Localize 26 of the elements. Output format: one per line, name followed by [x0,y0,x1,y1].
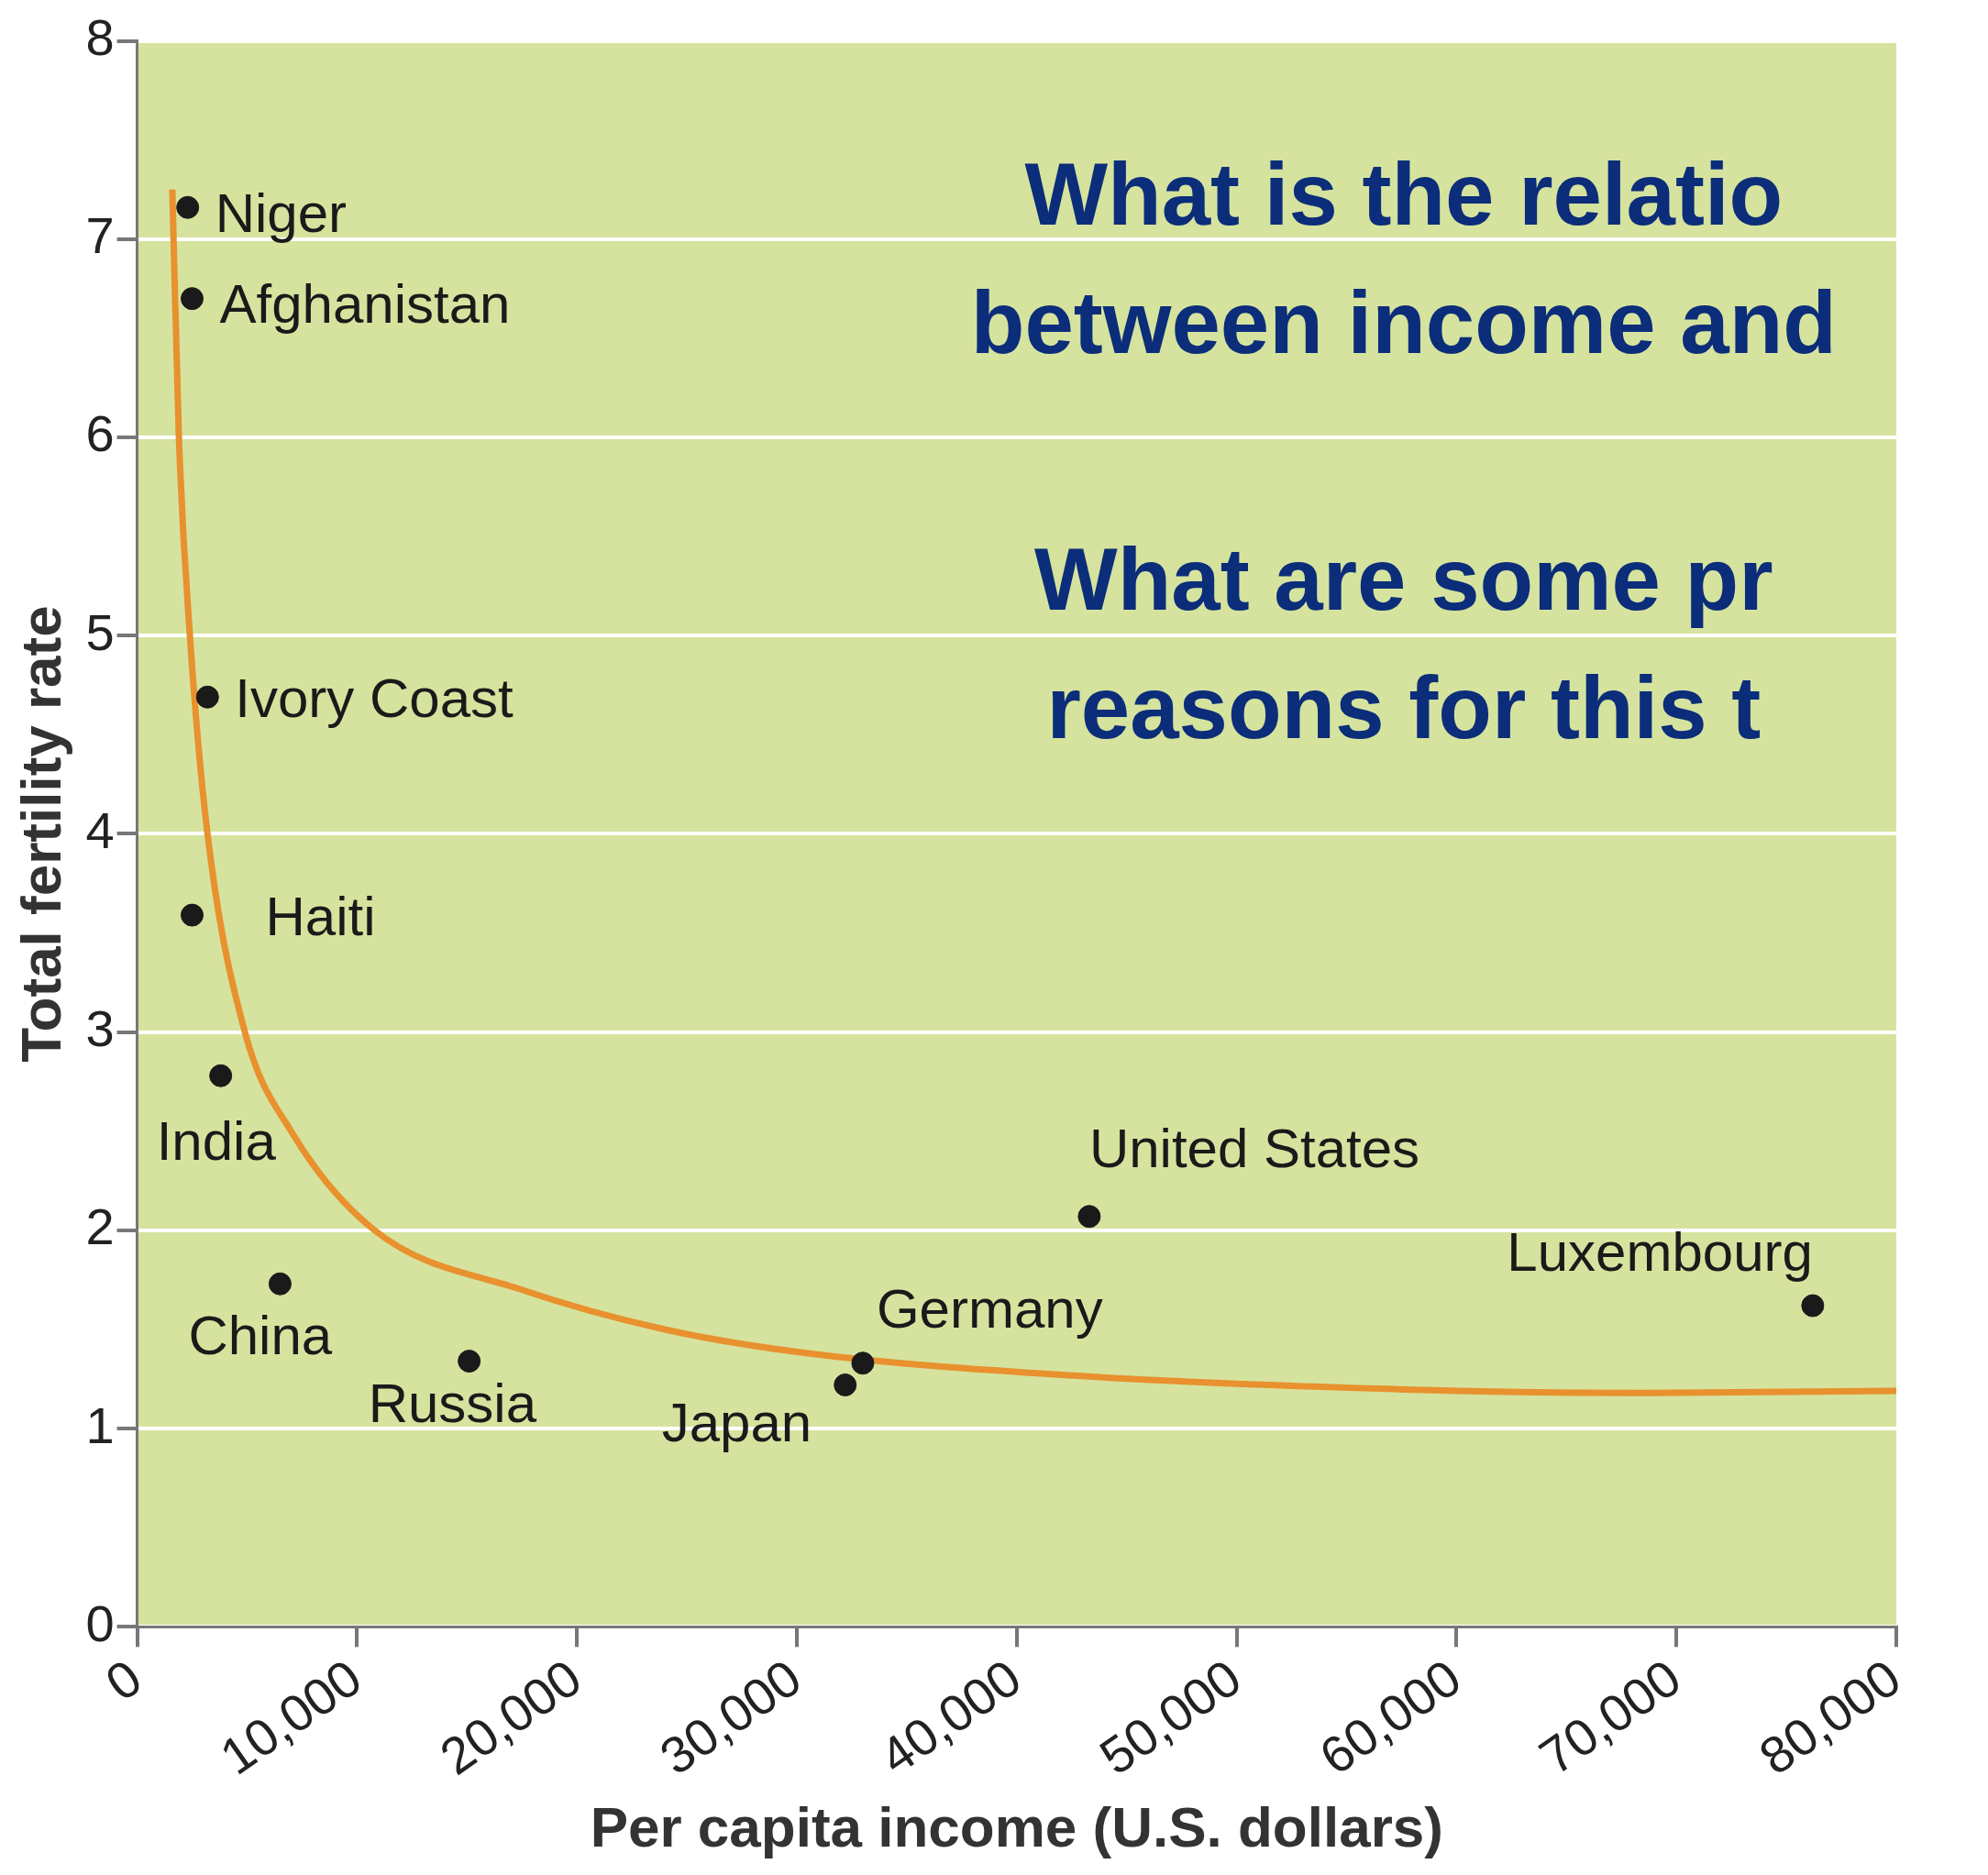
y-tick-label: 3 [85,999,115,1058]
annotation: Haiti [265,885,376,947]
y-tick-label: 6 [85,404,115,463]
x-axis-title: Per capita income (U.S. dollars) [590,1794,1443,1858]
y-tick-label: 5 [85,602,115,661]
annotation: Ivory Coast [235,667,514,729]
annotation: Luxembourg [1507,1220,1813,1283]
y-tick-label: 4 [85,800,115,859]
y-axis-title: Total fertility rate [9,605,73,1063]
annotation: United States [1088,1118,1420,1180]
y-tick-label: 2 [85,1197,115,1256]
y-tick-label: 0 [85,1594,115,1652]
annotation: China [188,1304,333,1366]
y-tick-label: 1 [85,1395,115,1454]
annotation: What is the relatio [1024,144,1784,243]
annotation: Germany [876,1278,1103,1340]
annotation: between income and [970,272,1837,371]
annotation: Russia [368,1373,537,1435]
annotation: Japan [661,1392,812,1454]
y-tick-label: 7 [85,206,115,265]
y-tick-label: 8 [85,8,115,67]
annotation: India [156,1109,277,1172]
annotation: reasons for this t [1046,657,1762,756]
annotation: What are some pr [1034,529,1773,628]
annotation: Niger [215,182,348,244]
annotation: Afghanistan [219,273,511,336]
